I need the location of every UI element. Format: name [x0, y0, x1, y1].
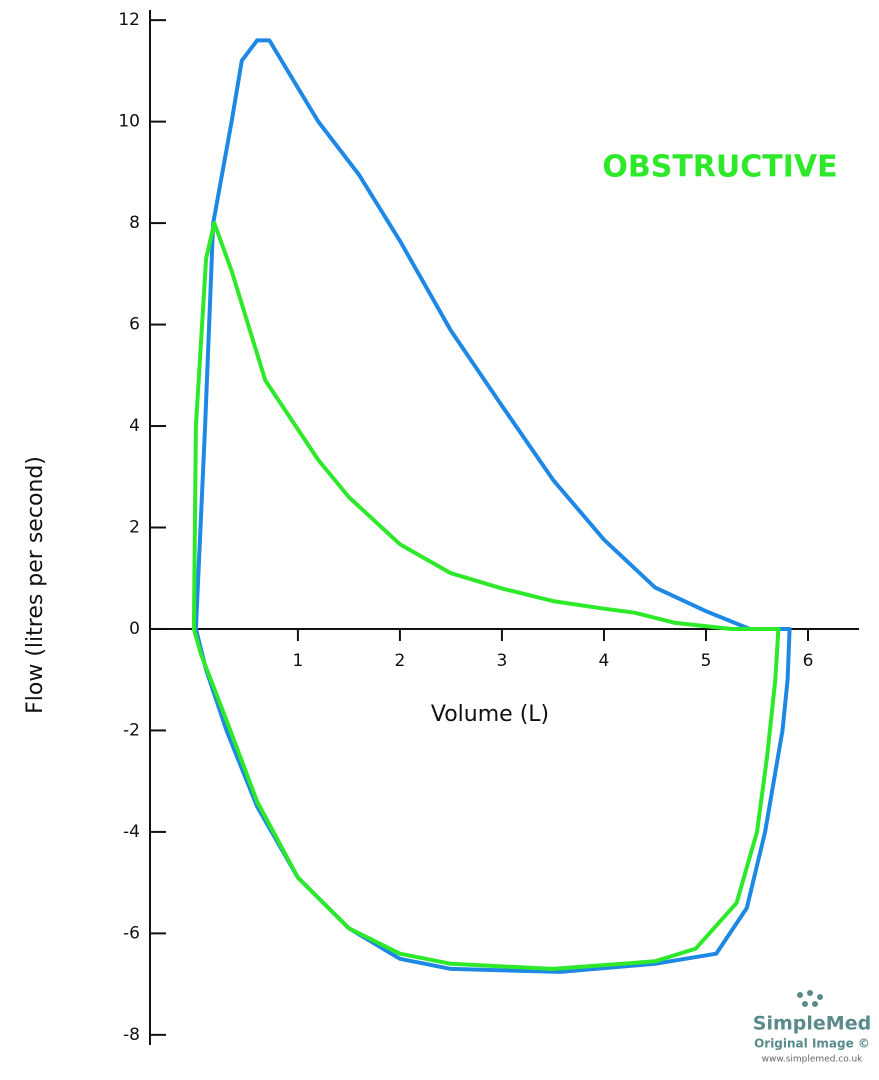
watermark: SimpleMed Original Image © www.simplemed…: [753, 990, 871, 1065]
y-tick-label: 12: [118, 10, 140, 30]
y-tick-label: 6: [129, 315, 140, 335]
y-tick-label: 2: [129, 518, 140, 538]
x-tick-label: 5: [701, 651, 712, 671]
y-tick-label: 0: [129, 619, 140, 639]
y-tick-label: -8: [123, 1025, 140, 1045]
x-axis-label: Volume (L): [431, 702, 549, 727]
y-tick-label: -4: [123, 822, 140, 842]
x-tick-label: 6: [803, 651, 814, 671]
y-tick-label: 8: [129, 213, 140, 233]
x-tick-label: 1: [293, 651, 304, 671]
y-tick-label: -2: [123, 720, 140, 740]
y-axis-label: Flow (litres per second): [23, 456, 48, 714]
flow-volume-loop: [191, 221, 781, 971]
annotation: OBSTRUCTIVE: [602, 150, 837, 185]
x-tick-label: 3: [497, 651, 508, 671]
watermark-url: www.simplemed.co.uk: [762, 1055, 864, 1065]
y-tick-label: 10: [118, 112, 140, 132]
y-tick-label: -6: [123, 923, 140, 943]
watermark-note: Original Image ©: [754, 1037, 870, 1051]
flow-volume-loop: [193, 38, 792, 974]
y-tick-label: 4: [129, 416, 140, 436]
watermark-brand: SimpleMed: [753, 1013, 871, 1035]
x-tick-label: 4: [599, 651, 610, 671]
x-tick-label: 2: [395, 651, 406, 671]
